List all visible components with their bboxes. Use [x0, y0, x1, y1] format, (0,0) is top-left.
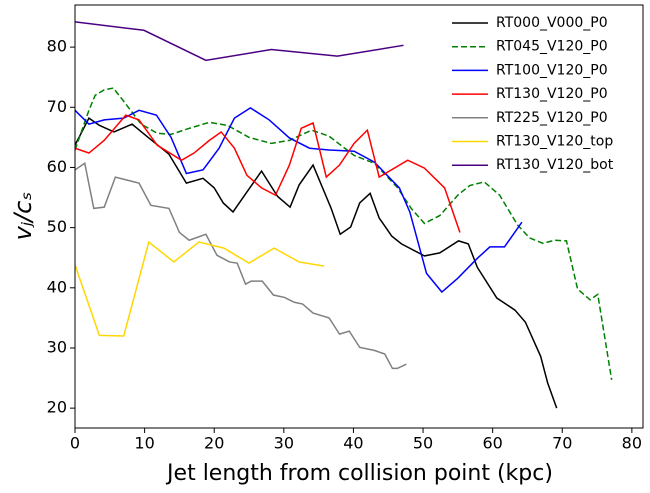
x-tick-label: 80 — [622, 434, 642, 453]
series-line — [75, 240, 325, 337]
legend-label: RT130_V120_bot — [496, 157, 614, 173]
legend-label: RT225_V120_P0 — [496, 110, 608, 126]
x-axis-label: Jet length from collision point (kpc) — [165, 461, 553, 486]
y-tick-label: 80 — [47, 37, 67, 56]
x-tick-label: 70 — [552, 434, 572, 453]
y-axis-label: vⱼ/cₛ — [9, 192, 37, 241]
x-tick-label: 40 — [343, 434, 363, 453]
y-tick-label: 60 — [47, 157, 67, 176]
legend-label: RT130_V120_P0 — [496, 86, 608, 102]
x-tick-label: 10 — [134, 434, 154, 453]
y-tick-label: 50 — [47, 217, 67, 236]
x-tick-label: 0 — [70, 434, 80, 453]
legend-label: RT045_V120_P0 — [496, 39, 608, 55]
y-tick-label: 40 — [47, 277, 67, 296]
series-line — [75, 114, 461, 233]
series-line — [75, 161, 407, 370]
x-tick-label: 20 — [204, 434, 224, 453]
legend-label: RT130_V120_top — [496, 134, 613, 150]
legend-label: RT000_V000_P0 — [496, 15, 608, 31]
x-tick-label: 30 — [274, 434, 294, 453]
y-tick-label: 70 — [47, 97, 67, 116]
x-tick-label: 50 — [413, 434, 433, 453]
y-tick-label: 30 — [47, 337, 67, 356]
series-line — [75, 117, 558, 409]
legend-label: RT100_V120_P0 — [496, 62, 608, 78]
series-line — [75, 107, 523, 294]
x-tick-label: 60 — [482, 434, 502, 453]
y-tick-label: 20 — [47, 398, 67, 417]
series-line — [75, 21, 404, 62]
plot-frame — [74, 4, 644, 429]
